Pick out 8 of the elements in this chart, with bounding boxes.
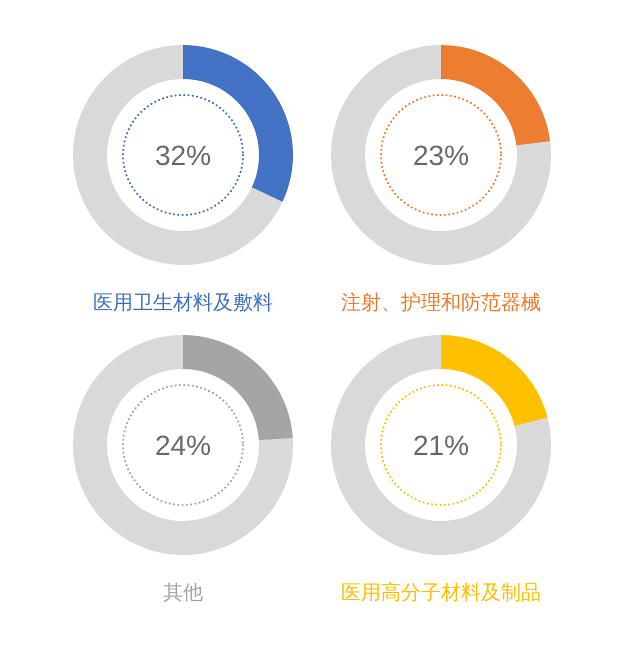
text: 21%: [412, 430, 470, 461]
text: 23%: [412, 140, 470, 171]
text: 32%: [154, 140, 212, 171]
text: 医用高分子材料及制品: [341, 581, 541, 604]
text: 24%: [154, 430, 212, 461]
text: 注射、护理和防范器械: [341, 292, 541, 314]
text: 医用卫生材料及敷料: [93, 292, 273, 314]
text: 其他: [163, 582, 203, 604]
